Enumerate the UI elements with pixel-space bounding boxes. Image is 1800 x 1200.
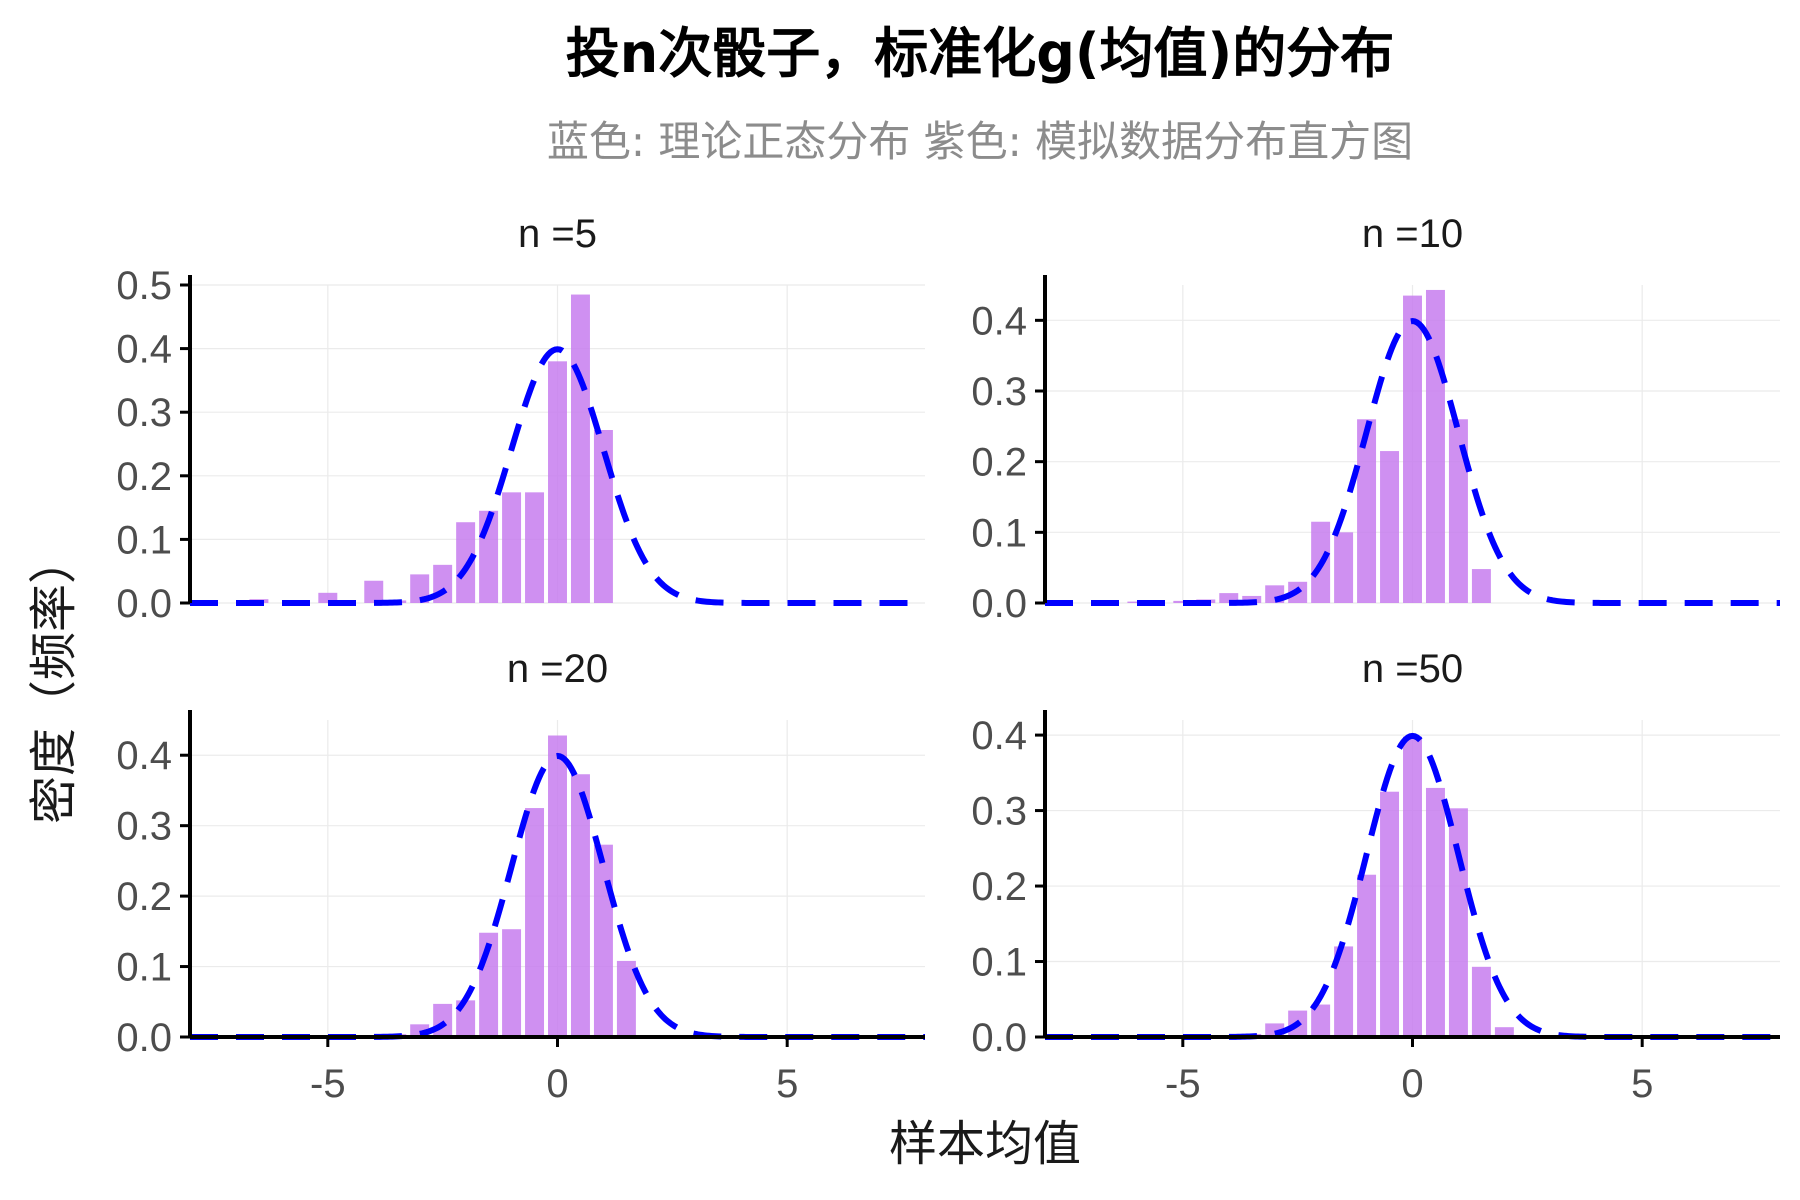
chart-title: 投n次骰子，标准化g(均值)的分布 (566, 22, 1394, 85)
y-tick-label: 0.0 (971, 1016, 1027, 1060)
histogram-bar (1311, 1004, 1331, 1037)
histogram-bar (1425, 787, 1445, 1037)
normal-density-curve (1045, 318, 1780, 606)
histogram-bar (1380, 451, 1400, 603)
histogram-bar (318, 592, 338, 603)
x-axis-title: 样本均值 (889, 1116, 1081, 1172)
histogram-bar (525, 808, 545, 1037)
facet-panels: n =5 0.0 0.1 0.2 0.3 0.4 0.5 n =10 0.0 0.1 0.2 0.3 0… (116, 212, 1780, 1106)
histogram-bar (548, 361, 567, 603)
y-tick-label: 0.3 (971, 370, 1027, 414)
y-tick-label: 0.3 (116, 391, 172, 435)
y-tick-label: 0.2 (116, 455, 172, 499)
y-tick-label: 0.0 (116, 582, 172, 626)
histogram-bar (1380, 791, 1400, 1037)
histogram-bar (1357, 419, 1377, 603)
y-tick-label: 0.0 (971, 582, 1027, 626)
histogram-bar (570, 294, 590, 603)
x-tick-label: 0 (546, 1062, 568, 1106)
histogram-bar (593, 844, 613, 1037)
y-tick-label: 0.1 (116, 946, 172, 990)
histogram-bar (1219, 593, 1239, 603)
facet-label: n =50 (1362, 647, 1463, 691)
histogram-bar (1127, 601, 1147, 603)
histogram-bar (1448, 808, 1468, 1037)
histogram-bar (1494, 1027, 1514, 1037)
y-tick-label: 0.2 (116, 875, 172, 919)
y-tick-label: 0.4 (971, 299, 1027, 343)
x-tick-label: -5 (1165, 1062, 1201, 1106)
histogram-bar (1403, 736, 1422, 1037)
histogram-bar (1334, 946, 1354, 1037)
normal-density-curve (190, 346, 925, 606)
facet-panel: n =50 0.0 0.1 0.2 0.3 0.4 -5 0 5 (971, 647, 1780, 1106)
histogram-bar (1357, 874, 1377, 1037)
histogram-bar (1448, 419, 1468, 603)
histogram-bar (1471, 966, 1491, 1037)
histogram-bar (570, 774, 590, 1037)
facet-panel: n =20 0.0 0.1 0.2 0.3 0.4 -5 0 5 (116, 647, 925, 1106)
facet-label: n =20 (507, 647, 608, 691)
histogram-bar (616, 960, 636, 1037)
histogram-bar (548, 735, 567, 1037)
y-tick-label: 0.4 (116, 734, 172, 778)
y-tick-label: 0.1 (971, 941, 1027, 985)
x-tick-label: 5 (1631, 1062, 1653, 1106)
histogram-bar (525, 492, 545, 603)
y-tick-label: 0.5 (116, 264, 172, 308)
histogram-bar (410, 574, 430, 603)
histogram-bar (364, 580, 384, 603)
y-tick-label: 0.4 (971, 714, 1027, 758)
facet-label: n =5 (518, 212, 597, 256)
chart-subtitle: 蓝色: 理论正态分布 紫色: 模拟数据分布直方图 (547, 117, 1413, 166)
x-tick-label: 0 (1401, 1062, 1423, 1106)
histogram-bar (456, 522, 476, 603)
y-tick-label: 0.1 (971, 511, 1027, 555)
x-tick-label: 5 (776, 1062, 798, 1106)
histogram-bar (1403, 295, 1422, 603)
y-tick-label: 0.4 (116, 328, 172, 372)
y-tick-label: 0.0 (116, 1016, 172, 1060)
y-tick-label: 0.3 (971, 790, 1027, 834)
y-tick-label: 0.1 (116, 518, 172, 562)
facet-panel: n =10 0.0 0.1 0.2 0.3 0.4 (971, 212, 1780, 626)
histogram-bar (502, 492, 522, 603)
histogram-bar (1173, 600, 1193, 603)
histogram-bar (1471, 569, 1491, 603)
y-tick-label: 0.2 (971, 441, 1027, 485)
x-tick-label: -5 (310, 1062, 346, 1106)
histogram-bar (433, 1003, 453, 1037)
histogram-bar (1334, 532, 1354, 603)
y-axis-title: 密度（频率） (26, 536, 82, 824)
facet-label: n =10 (1362, 212, 1463, 256)
facet-panel: n =5 0.0 0.1 0.2 0.3 0.4 0.5 (116, 212, 925, 626)
histogram-bar (502, 929, 522, 1037)
y-tick-label: 0.3 (116, 805, 172, 849)
y-tick-label: 0.2 (971, 865, 1027, 909)
